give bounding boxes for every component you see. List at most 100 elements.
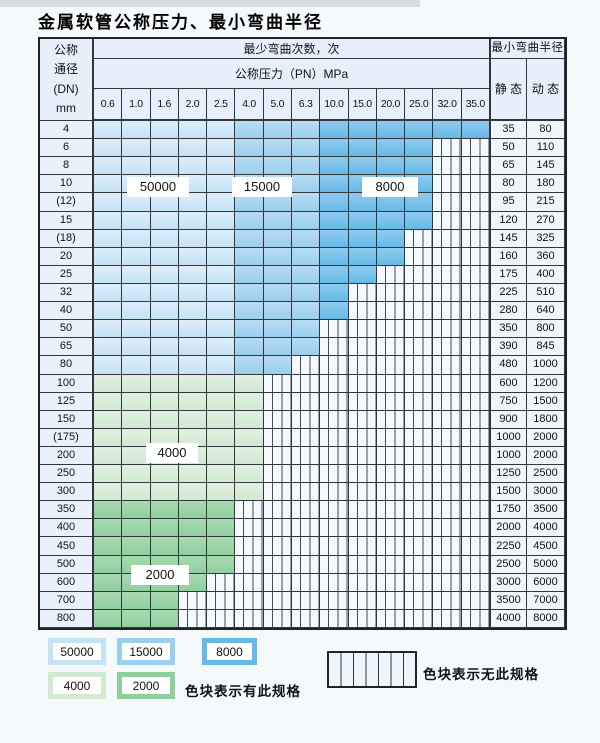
spec-cell-25-2.0 — [178, 265, 208, 284]
no-spec-cell-40-15.0 — [348, 302, 377, 321]
spec-cell-50-2.5 — [207, 320, 236, 339]
legend-swatch-15000-value: 15000 — [122, 643, 170, 660]
no-spec-cell-600-10.0 — [320, 573, 349, 592]
spec-cell-25-1.6 — [150, 265, 179, 284]
no-spec-cell-150-20.0 — [376, 410, 406, 429]
dn-label-25: 25 — [40, 265, 94, 284]
no-spec-cell-250-25.0 — [405, 465, 434, 484]
dynamic-radius-25: 400 — [527, 265, 565, 284]
dn-label-8: 8 — [40, 157, 94, 176]
spec-cell-50-0.6 — [94, 320, 123, 339]
spec-cell-4-10.0 — [320, 121, 349, 140]
dynamic-radius-4: 80 — [527, 121, 565, 140]
no-spec-cell-80-35.0 — [461, 356, 490, 375]
pressure-tick-20.0: 20.0 — [376, 89, 406, 121]
dynamic-radius-500: 5000 — [527, 555, 565, 574]
spec-cell-125-2.5 — [207, 392, 236, 411]
no-spec-cell-400-4.0 — [235, 519, 264, 538]
spec-cell-100-2.0 — [178, 374, 208, 393]
no-spec-cell-600-6.3 — [292, 573, 321, 592]
spec-cell-25-4.0 — [235, 265, 264, 284]
dn-label-15: 15 — [40, 211, 94, 230]
spec-cell-150-0.6 — [94, 410, 123, 429]
spec-cell-65-6.3 — [292, 338, 321, 357]
spec-cell-8-20.0 — [376, 157, 406, 176]
no-spec-cell-200-25.0 — [405, 446, 434, 466]
no-spec-cell-125-6.3 — [292, 392, 321, 411]
spec-cell-25-1.0 — [122, 265, 151, 284]
static-radius-200: 1000 — [490, 446, 527, 466]
cycles-label-50000: 50000 — [127, 177, 189, 197]
legend-swatch-8000-value: 8000 — [207, 643, 252, 660]
static-radius-15: 120 — [490, 211, 527, 230]
no-spec-cell-500-32.0 — [433, 555, 462, 574]
pressure-tick-6.3: 6.3 — [292, 89, 321, 121]
no-spec-cell-125-15.0 — [348, 392, 377, 411]
pressure-tick-15.0: 15.0 — [348, 89, 377, 121]
spec-cell-80-2.0 — [178, 356, 208, 375]
spec-cell-65-1.6 — [150, 338, 179, 357]
spec-cell-32-2.5 — [207, 283, 236, 303]
no-spec-cell-(12)-35.0 — [461, 193, 490, 212]
spec-cell-200-2.5 — [207, 446, 236, 466]
no-spec-cell-800-15.0 — [348, 609, 377, 628]
spec-cell-4-5.0 — [263, 121, 292, 140]
no-spec-cell-65-32.0 — [433, 338, 462, 357]
spec-cell-6-1.0 — [122, 139, 151, 158]
no-spec-cell-200-5.0 — [263, 446, 292, 466]
spec-cell-40-6.3 — [292, 302, 321, 321]
no-spec-cell-800-32.0 — [433, 609, 462, 628]
no-spec-cell-450-25.0 — [405, 537, 434, 556]
static-radius-600: 3000 — [490, 573, 527, 592]
no-spec-cell-700-15.0 — [348, 591, 377, 610]
spec-cell-50-1.6 — [150, 320, 179, 339]
no-spec-cell-(175)-10.0 — [320, 428, 349, 447]
no-spec-cell-300-15.0 — [348, 483, 377, 502]
spec-cell-32-0.6 — [94, 283, 123, 303]
spec-cell-20-2.5 — [207, 247, 236, 266]
no-spec-cell-100-25.0 — [405, 374, 434, 393]
spec-cell-4-1.0 — [122, 121, 151, 140]
no-spec-cell-450-32.0 — [433, 537, 462, 556]
spec-cell-80-5.0 — [263, 356, 292, 375]
spec-cell-(12)-0.6 — [94, 193, 123, 212]
spec-cell-25-5.0 — [263, 265, 292, 284]
no-spec-cell-350-10.0 — [320, 501, 349, 520]
spec-cell-250-2.0 — [178, 465, 208, 484]
legend-no-spec-swatch — [327, 651, 417, 688]
no-spec-cell-700-2.5 — [207, 591, 236, 610]
spec-cell-6-4.0 — [235, 139, 264, 158]
no-spec-cell-6-35.0 — [461, 139, 490, 158]
no-spec-cell-100-35.0 — [461, 374, 490, 393]
spec-cell-6-20.0 — [376, 139, 406, 158]
no-spec-cell-400-35.0 — [461, 519, 490, 538]
dn-label-80: 80 — [40, 356, 94, 375]
no-spec-cell-(12)-32.0 — [433, 193, 462, 212]
no-spec-cell-400-25.0 — [405, 519, 434, 538]
dn-label-250: 250 — [40, 465, 94, 484]
no-spec-cell-32-15.0 — [348, 283, 377, 303]
no-spec-cell-200-20.0 — [376, 446, 406, 466]
no-spec-cell-800-6.3 — [292, 609, 321, 628]
spec-cell-15-0.6 — [94, 211, 123, 230]
spec-cell-(12)-15.0 — [348, 193, 377, 212]
no-spec-cell-350-6.3 — [292, 501, 321, 520]
no-spec-cell-15-32.0 — [433, 211, 462, 230]
spec-cell-15-5.0 — [263, 211, 292, 230]
legend-swatch-50000: 50000 — [48, 638, 106, 665]
spec-cell-80-2.5 — [207, 356, 236, 375]
no-spec-cell-300-10.0 — [320, 483, 349, 502]
no-spec-cell-32-25.0 — [405, 283, 434, 303]
no-spec-cell-600-15.0 — [348, 573, 377, 592]
legend-no-spec-text: 色块表示无此规格 — [423, 667, 539, 682]
spec-cell-150-1.6 — [150, 410, 179, 429]
dynamic-radius-450: 4500 — [527, 537, 565, 556]
spec-cell-4-4.0 — [235, 121, 264, 140]
spec-cell-(18)-2.0 — [178, 229, 208, 248]
cycles-label-4000: 4000 — [146, 443, 198, 463]
spec-cell-40-4.0 — [235, 302, 264, 321]
spec-cell-20-15.0 — [348, 247, 377, 266]
spec-cell-4-32.0 — [433, 121, 462, 140]
spec-cell-100-1.6 — [150, 374, 179, 393]
dn-label-4: 4 — [40, 121, 94, 140]
